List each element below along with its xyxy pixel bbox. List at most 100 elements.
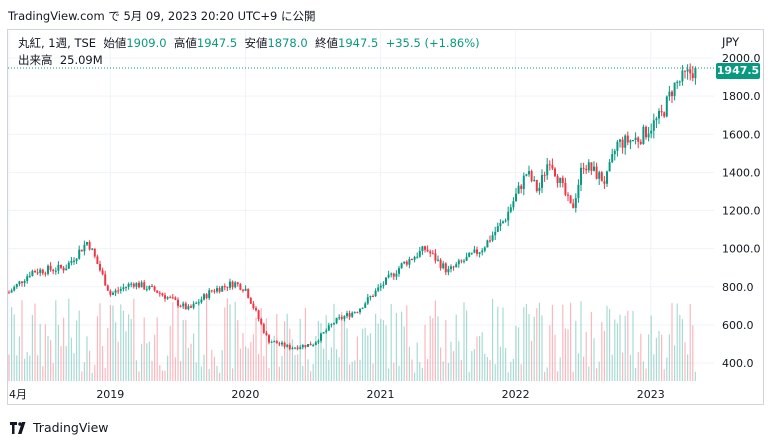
candle-body	[478, 252, 481, 254]
volume-bar	[406, 305, 408, 381]
candle-body	[174, 297, 177, 300]
candle-body	[275, 341, 278, 344]
volume-bar	[252, 334, 255, 381]
candle-body	[335, 317, 338, 324]
candle-body	[91, 248, 94, 250]
volume-bar	[689, 304, 691, 381]
volume-bar	[24, 358, 26, 381]
volume-bar	[159, 365, 161, 381]
candle-body	[169, 297, 172, 299]
candle-body	[632, 139, 635, 141]
candle-body	[330, 324, 333, 326]
volume-bar	[232, 368, 234, 381]
volume-bar	[299, 318, 301, 381]
volume-bar	[263, 356, 265, 381]
volume-value: 25.09M	[59, 53, 103, 67]
candle-body	[41, 269, 44, 274]
volume-bar	[164, 370, 166, 381]
candle-body	[340, 317, 343, 319]
candle-body	[515, 193, 518, 202]
candle-body	[359, 308, 362, 313]
candle-body	[39, 269, 42, 274]
candle-body	[647, 133, 650, 138]
candle-body	[338, 317, 341, 319]
candle-body	[626, 135, 629, 143]
volume-bar	[26, 351, 28, 381]
candle-body	[684, 70, 687, 72]
volume-bar	[427, 359, 429, 381]
candle-body	[309, 344, 312, 346]
volume-bar	[138, 371, 140, 381]
candle-body	[496, 226, 499, 232]
change-value: +35.5 (+1.86%)	[385, 36, 480, 50]
candle-body	[213, 290, 216, 292]
volume-bar	[515, 325, 517, 381]
candle-body	[465, 256, 468, 261]
volume-bar	[616, 323, 619, 381]
volume-bar	[174, 357, 177, 381]
candle-body	[418, 251, 421, 257]
volume-bar	[575, 320, 577, 381]
volume-bar	[94, 364, 96, 381]
candle-body	[660, 111, 663, 113]
candle-body	[143, 282, 146, 290]
volume-bar	[55, 300, 57, 381]
volume-bar	[219, 372, 221, 381]
volume-bar	[247, 348, 249, 381]
candle-body	[489, 240, 492, 242]
candle-body	[353, 312, 356, 314]
volume-bar	[544, 371, 546, 381]
close-value: 1947.5	[338, 36, 379, 50]
tradingview-brand[interactable]: TradingView	[10, 420, 109, 435]
candle-body	[208, 290, 211, 299]
volume-bar	[86, 336, 88, 381]
candle-body	[192, 303, 195, 308]
open-value: 1909.0	[126, 36, 167, 50]
volume-bar	[52, 363, 54, 381]
volume-bar	[39, 324, 41, 381]
volume-bar	[310, 371, 312, 381]
volume-bar	[390, 304, 392, 381]
volume-bar	[479, 336, 481, 381]
candle-body	[663, 112, 666, 117]
volume-bar	[411, 359, 413, 381]
volume-bar	[369, 333, 372, 381]
candle-body	[411, 259, 414, 261]
candle-body	[179, 305, 182, 307]
volume-bar	[29, 355, 31, 381]
candle-body	[694, 68, 697, 79]
volume-bar	[661, 334, 663, 381]
candle-body	[486, 240, 489, 248]
x-tick-label: 2021	[367, 388, 395, 401]
candle-body	[8, 292, 10, 294]
volume-bar	[455, 314, 457, 381]
volume-bar	[89, 350, 91, 381]
volume-bar	[546, 367, 548, 381]
volume-bar	[505, 348, 507, 381]
volume-bar	[273, 335, 275, 381]
candle-body	[314, 342, 317, 346]
volume-bar	[156, 317, 158, 381]
candle-body	[561, 177, 564, 183]
volume-bar	[676, 303, 678, 381]
candle-body	[151, 286, 154, 288]
candle-body	[606, 171, 609, 184]
candle-body	[218, 288, 221, 292]
y-tick-label: 1000.0	[722, 243, 761, 256]
volume-bar	[18, 336, 21, 381]
candle-body	[278, 343, 281, 345]
volume-bar	[81, 371, 83, 381]
candle-body	[582, 167, 585, 169]
candle-body	[431, 253, 434, 255]
candle-body	[268, 335, 271, 343]
candle-body	[114, 290, 117, 293]
volume-bar	[551, 304, 554, 381]
volume-bar	[580, 301, 582, 381]
candle-body	[104, 274, 107, 286]
candle-body	[463, 260, 466, 262]
candle-body	[127, 283, 130, 287]
candle-body	[195, 302, 198, 304]
candle-body	[400, 263, 403, 269]
candle-body	[468, 252, 471, 257]
